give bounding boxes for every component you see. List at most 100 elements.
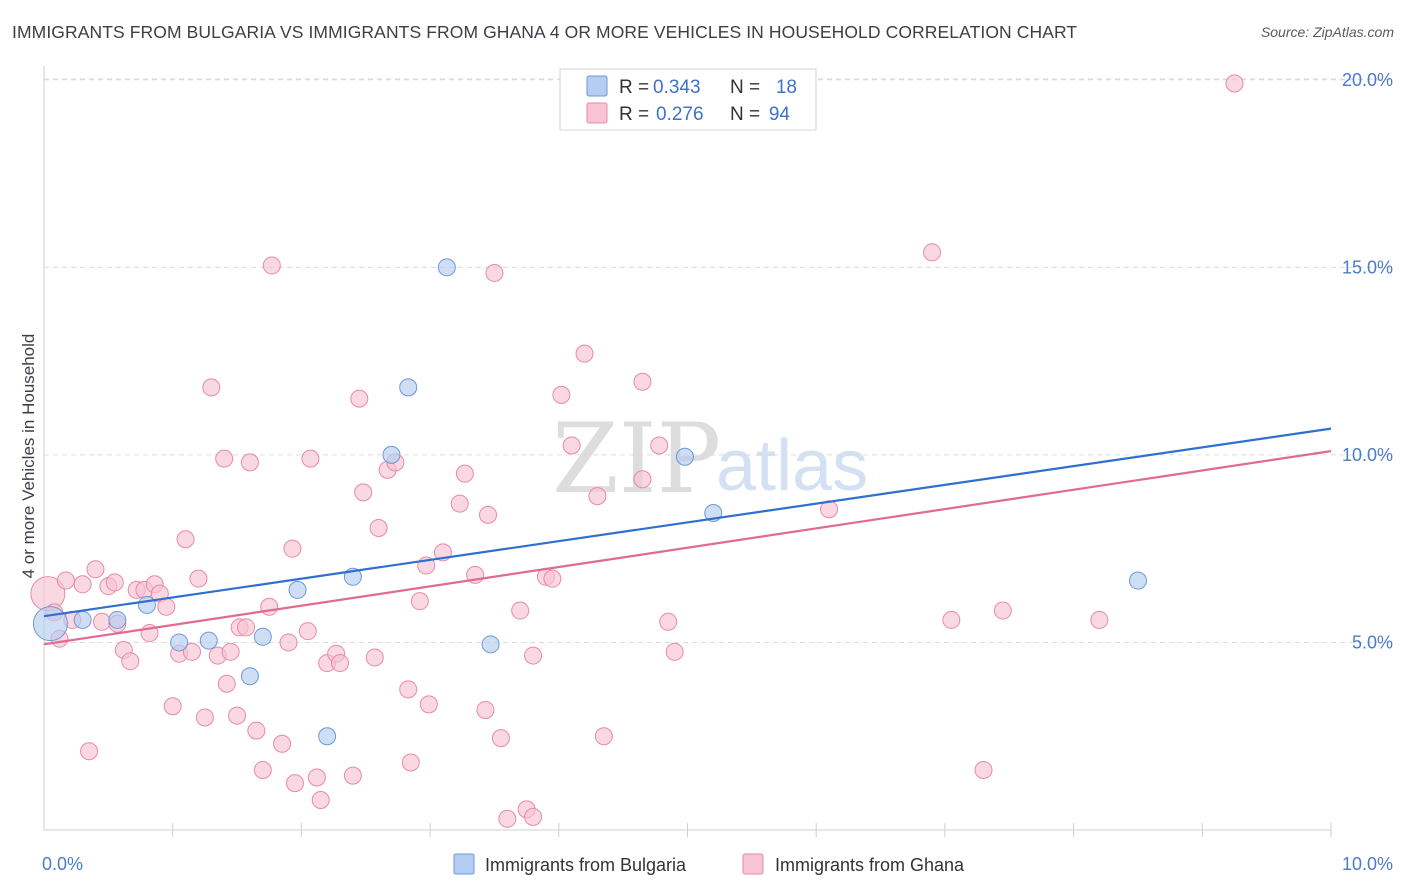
- data-point-bulgaria: [199, 631, 218, 650]
- legend-swatch-ghana: [742, 853, 764, 875]
- data-point-ghana: [176, 530, 195, 549]
- data-point-ghana: [479, 505, 498, 524]
- legend-r-value-ghana: 0.276: [656, 104, 704, 125]
- legend-n-label: N =: [730, 77, 760, 98]
- data-point-bulgaria: [73, 610, 92, 629]
- data-point-bulgaria: [382, 445, 401, 464]
- stats-legend: R = 0.343 N = 18 R = 0.276 N = 94: [559, 68, 817, 131]
- series-legend: Immigrants from Bulgaria Immigrants from…: [453, 853, 965, 875]
- legend-label-ghana: Immigrants from Ghana: [775, 855, 965, 875]
- data-point-ghana: [273, 734, 292, 753]
- data-point-ghana: [1090, 610, 1109, 629]
- x-axis-ticks: [172, 823, 1332, 837]
- legend-r-label: R =: [619, 77, 649, 98]
- data-point-ghana: [450, 494, 469, 513]
- y-tick-label: 20.0%: [1342, 70, 1393, 90]
- data-point-ghana: [588, 487, 607, 506]
- data-point-ghana: [410, 592, 429, 611]
- data-point-ghana: [343, 766, 362, 785]
- data-point-bulgaria: [437, 258, 456, 277]
- data-point-ghana: [307, 768, 326, 787]
- data-point-ghana: [311, 790, 330, 809]
- trend-lines: [43, 427, 1332, 646]
- data-point-ghana: [369, 519, 388, 538]
- legend-swatch-bulgaria: [453, 853, 475, 875]
- data-point-bulgaria: [1128, 571, 1147, 590]
- data-point-ghana: [183, 642, 202, 661]
- data-point-ghana: [260, 597, 279, 616]
- data-point-ghana: [92, 612, 111, 631]
- data-point-ghana: [665, 642, 684, 661]
- data-point-ghana: [228, 706, 247, 725]
- data-point-ghana: [283, 539, 302, 558]
- data-point-ghana: [215, 449, 234, 468]
- legend-n-value-bulgaria: 18: [776, 77, 797, 98]
- data-point-ghana: [543, 569, 562, 588]
- data-point-ghana: [498, 809, 517, 828]
- chart-source: Source: ZipAtlas.com: [1260, 24, 1394, 40]
- data-point-ghana: [419, 695, 438, 714]
- data-point-ghana: [455, 464, 474, 483]
- y-tick-label: 10.0%: [1342, 445, 1393, 465]
- data-point-bulgaria: [318, 727, 337, 746]
- data-point-ghana: [524, 807, 543, 826]
- data-point-bulgaria: [137, 595, 156, 614]
- legend-swatch-ghana: [586, 102, 608, 124]
- data-point-ghana: [562, 436, 581, 455]
- x-tick-label: 0.0%: [42, 854, 83, 874]
- data-point-ghana: [221, 642, 240, 661]
- data-point-ghana: [331, 654, 350, 673]
- legend-r-label: R =: [619, 104, 649, 125]
- chart-title: IMMIGRANTS FROM BULGARIA VS IMMIGRANTS F…: [12, 22, 1078, 42]
- watermark-atlas: atlas: [716, 426, 868, 506]
- data-point-ghana: [354, 483, 373, 502]
- data-point-ghana: [86, 560, 105, 579]
- data-point-ghana: [650, 436, 669, 455]
- data-point-ghana: [350, 389, 369, 408]
- y-axis-label: 4 or more Vehicles in Household: [19, 334, 38, 579]
- data-point-bulgaria: [253, 627, 272, 646]
- data-point-ghana: [163, 697, 182, 716]
- data-point-ghana: [279, 633, 298, 652]
- data-point-ghana: [485, 263, 504, 282]
- data-point-ghana: [575, 344, 594, 363]
- data-point-ghana: [491, 729, 510, 748]
- data-point-ghana: [247, 721, 266, 740]
- data-point-bulgaria: [32, 606, 68, 642]
- data-point-ghana: [262, 256, 281, 275]
- data-point-ghana: [476, 700, 495, 719]
- data-point-ghana: [633, 470, 652, 489]
- data-point-ghana: [157, 597, 176, 616]
- data-point-ghana: [105, 573, 124, 592]
- trend-line-ghana: [43, 450, 1332, 646]
- trend-line-bulgaria: [43, 427, 1332, 618]
- data-point-ghana: [301, 449, 320, 468]
- x-tick-label: 10.0%: [1342, 854, 1393, 874]
- data-point-ghana: [974, 760, 993, 779]
- data-point-ghana: [217, 674, 236, 693]
- data-point-ghana: [524, 646, 543, 665]
- data-point-ghana: [552, 385, 571, 404]
- data-point-ghana: [1225, 74, 1244, 93]
- data-point-ghana: [401, 753, 420, 772]
- data-point-ghana: [189, 569, 208, 588]
- grid-lines: [44, 78, 1391, 643]
- watermark: ZIP atlas: [552, 403, 868, 515]
- data-point-ghana: [237, 618, 256, 637]
- data-point-ghana: [942, 610, 961, 629]
- data-points: [30, 74, 1244, 828]
- data-point-ghana: [240, 453, 259, 472]
- legend-r-value-bulgaria: 0.343: [653, 77, 701, 98]
- data-point-ghana: [202, 378, 221, 397]
- data-point-bulgaria: [481, 635, 500, 654]
- y-tick-label: 15.0%: [1342, 257, 1393, 277]
- data-point-ghana: [121, 652, 140, 671]
- data-point-ghana: [285, 774, 304, 793]
- legend-swatch-bulgaria: [586, 75, 608, 97]
- data-point-bulgaria: [108, 610, 127, 629]
- data-point-ghana: [253, 760, 272, 779]
- data-point-ghana: [195, 708, 214, 727]
- data-point-ghana: [659, 612, 678, 631]
- data-point-bulgaria: [399, 378, 418, 397]
